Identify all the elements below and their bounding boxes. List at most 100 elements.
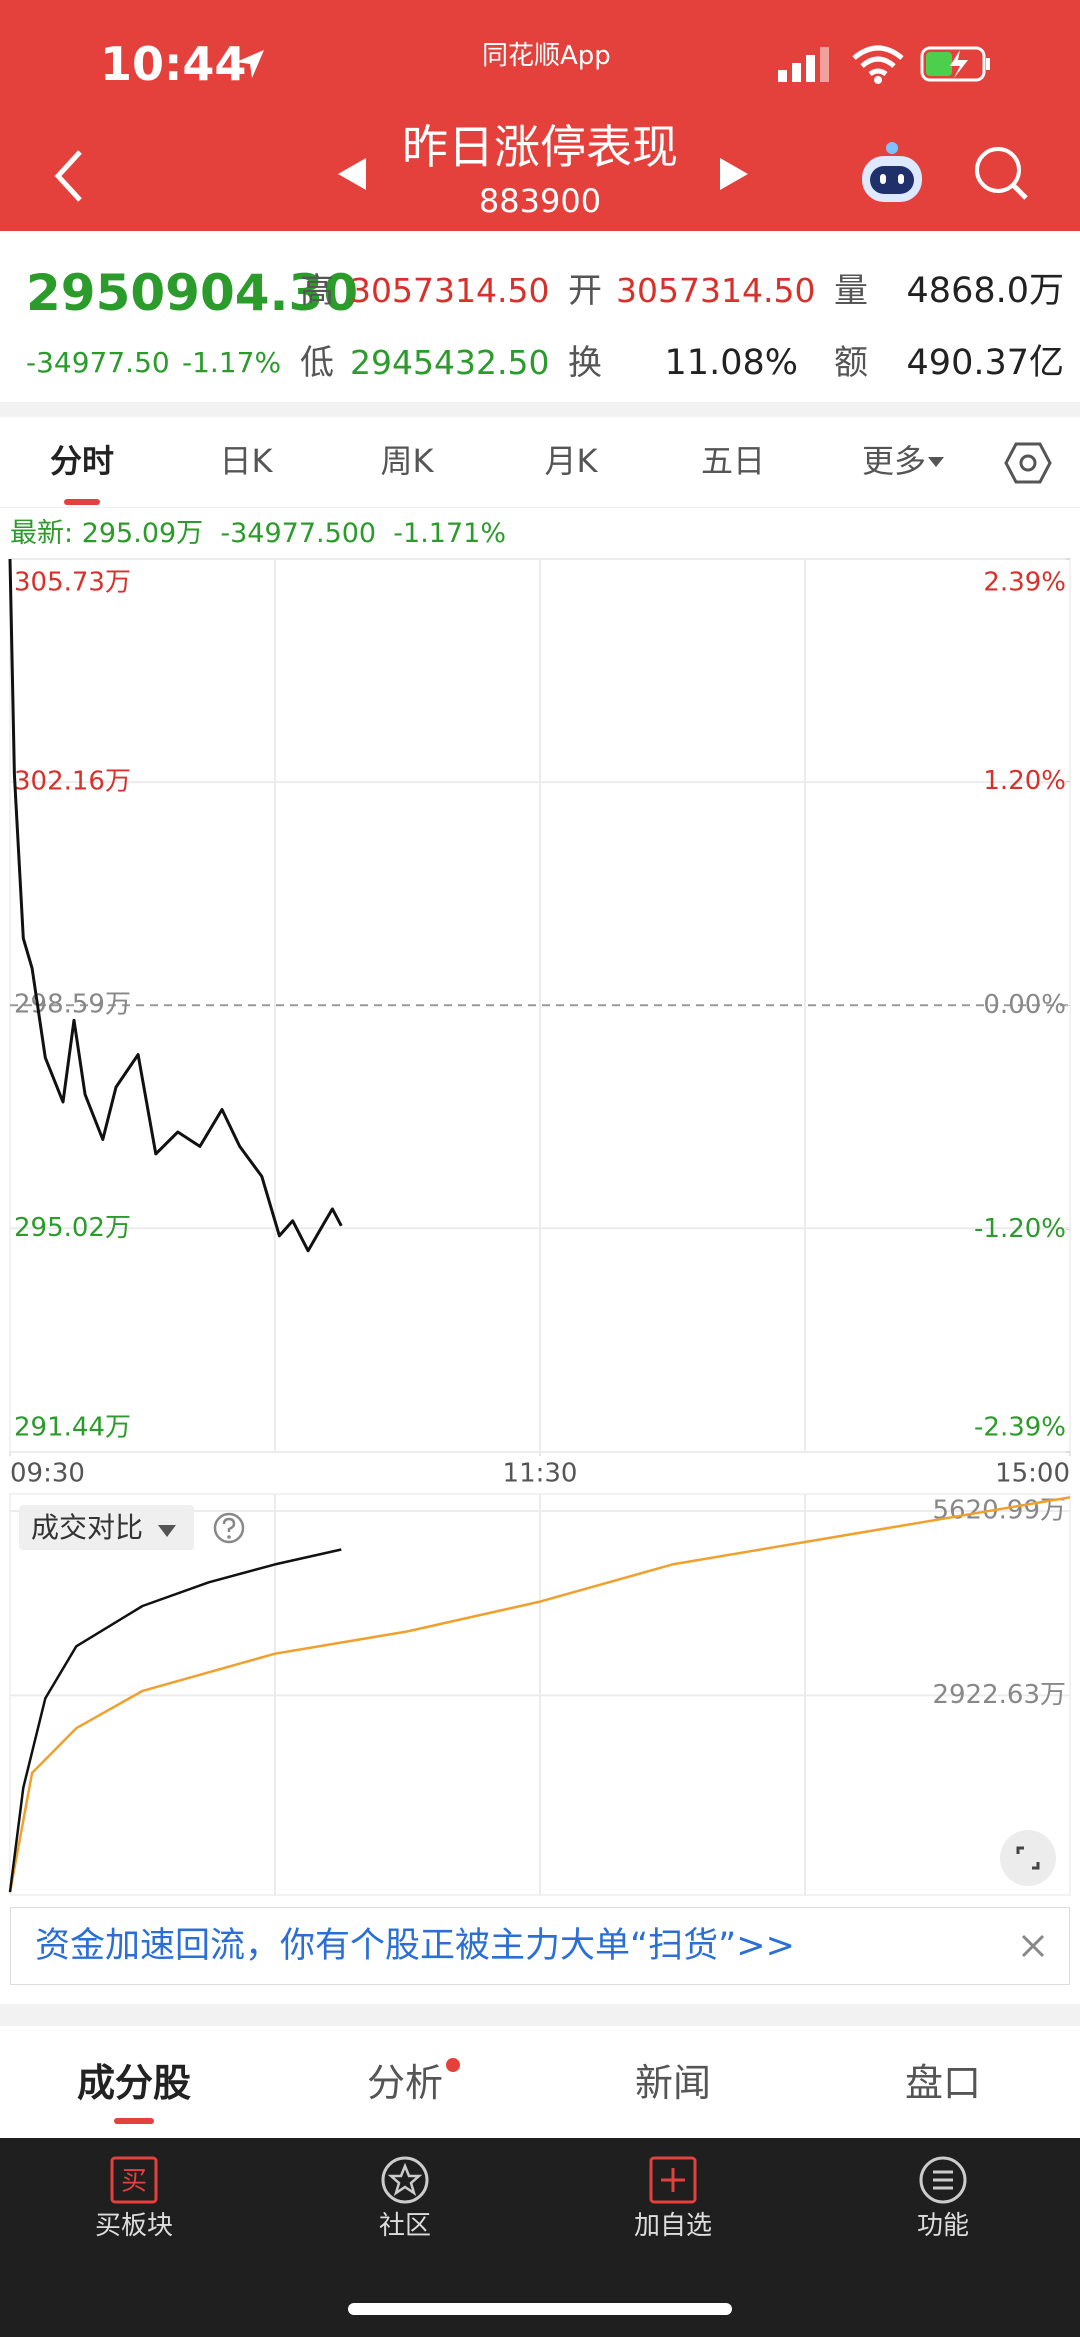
arrow <box>928 457 944 467</box>
tab[interactable]: 日K <box>219 442 273 480</box>
bottom-tab[interactable]: 盘口 <box>904 2061 981 2105</box>
volume-label: 量 <box>834 271 868 311</box>
search-button[interactable] <box>972 144 1032 204</box>
y-tick-label: 295.02万 <box>14 1213 131 1243</box>
notice-dot <box>446 2058 460 2072</box>
price: 2950904.30 <box>26 264 359 322</box>
tab-underline <box>114 2118 154 2124</box>
volume: 4868.0万 <box>906 271 1064 311</box>
back-button[interactable] <box>50 148 90 204</box>
more-arrow <box>928 457 944 467</box>
line-series <box>8 1496 1071 1893</box>
icon-shape <box>649 2156 697 2204</box>
turnover: 11.08% <box>664 343 798 383</box>
nav-label[interactable]: 功能 <box>916 2211 969 2241</box>
y2-tick-label: 2.39% <box>983 568 1066 598</box>
line-series <box>8 558 343 1253</box>
latest-price: 295.09万 <box>81 518 204 549</box>
y-tick-label: 298.59万 <box>14 990 131 1020</box>
header-title: 昨日涨停表现 <box>402 120 678 174</box>
line-series <box>8 1548 342 1893</box>
expand-button[interactable] <box>998 1828 1058 1888</box>
open-label: 开 <box>568 271 602 311</box>
quote-panel: 2950904.30 高 3057314.50 开 3057314.50 量 4… <box>0 231 1080 402</box>
latest-label: 最新: <box>10 518 74 549</box>
dropdown-arrow <box>157 1525 176 1537</box>
location-icon <box>236 50 264 78</box>
x-tick-label: 15:00 <box>995 1459 1070 1489</box>
tab[interactable]: 更多 <box>861 442 926 480</box>
icon-shape <box>110 2156 158 2204</box>
x-tick-label: 09:30 <box>10 1459 85 1489</box>
low: 2945432.50 <box>350 343 550 382</box>
y-tick-label: 2922.63万 <box>932 1680 1066 1710</box>
turnover-label: 换 <box>568 343 602 383</box>
tab[interactable]: 分时 <box>49 442 114 480</box>
y2-tick-label: -1.20% <box>974 1214 1066 1244</box>
icon-shape <box>387 2162 423 2196</box>
status-time: 10:44 <box>100 37 247 91</box>
help-icon[interactable] <box>212 1511 246 1545</box>
chart-frame <box>9 1493 1071 1896</box>
nav-icon[interactable] <box>645 2152 701 2208</box>
bottom-tab-bar: 成分股 分析 新闻 盘口 <box>0 2026 1080 2138</box>
nav-label[interactable]: 买板块 <box>94 2211 173 2241</box>
y-tick-label: 305.73万 <box>14 568 131 598</box>
banner[interactable]: 资金加速回流，你有个股正被主力大单“扫货”>> <box>10 1907 1070 1985</box>
nav-bar: 买买板块 社区 加自选 功能 <box>0 2138 1080 2337</box>
low-label: 低 <box>300 343 334 383</box>
bottom-tab[interactable]: 新闻 <box>634 2061 711 2105</box>
nav-label[interactable]: 加自选 <box>633 2211 712 2241</box>
nav-icon[interactable] <box>915 2152 971 2208</box>
y-tick-label: 5620.99万 <box>932 1496 1066 1526</box>
header-code: 883900 <box>478 182 602 220</box>
icon-shape <box>381 2156 429 2204</box>
bottom-tab[interactable]: 分析 <box>366 2061 443 2105</box>
icon-shape <box>919 2156 967 2204</box>
y2-tick-label: 0.00% <box>983 990 1066 1020</box>
change: -34977.50 <box>26 346 170 379</box>
high: 3057314.50 <box>350 271 550 310</box>
bottom-tab[interactable]: 成分股 <box>76 2061 191 2105</box>
tab[interactable]: 周K <box>380 442 434 480</box>
tab-bar: 分时 日K 周K 月K 五日 更多 <box>0 417 1080 508</box>
change-pct: -1.17% <box>182 346 282 379</box>
y2-tick-label: 1.20% <box>983 766 1066 796</box>
x-tick-label: 11:30 <box>503 1459 578 1489</box>
icon-shape <box>661 2168 685 2192</box>
status-app: 同花顺App <box>482 41 611 71</box>
nav-label[interactable]: 社区 <box>378 2211 431 2241</box>
robot-button[interactable] <box>856 140 928 206</box>
chart-frame <box>9 558 1071 1453</box>
latest-pct: -1.171% <box>393 518 506 549</box>
amount: 490.37亿 <box>906 343 1064 383</box>
nav-icon[interactable] <box>377 2152 433 2208</box>
y-tick-label: 291.44万 <box>14 1413 131 1443</box>
banner-close[interactable] <box>1021 1934 1045 1958</box>
separator <box>0 2004 1080 2026</box>
latest-change: -34977.500 <box>220 518 377 549</box>
open: 3057314.50 <box>616 271 816 310</box>
amount-label: 额 <box>834 343 868 383</box>
high-label: 高 <box>300 271 334 311</box>
prev-button[interactable] <box>336 156 370 192</box>
settings-button[interactable] <box>1004 440 1052 486</box>
tab-underline <box>64 499 100 505</box>
status-icons <box>778 45 990 84</box>
tab[interactable]: 月K <box>544 442 598 480</box>
separator <box>0 402 1080 417</box>
latest-row: 最新: 295.09万 -34977.500 -1.171% <box>10 516 506 552</box>
next-button[interactable] <box>716 156 750 192</box>
header: 10:44 同花顺App 昨日涨停表现 883900 <box>0 0 1080 231</box>
volume-selector[interactable]: 成交对比 <box>19 1505 194 1550</box>
tab[interactable]: 五日 <box>700 442 765 480</box>
icon-shape: 买 <box>121 2167 147 2197</box>
y2-tick-label: -2.39% <box>974 1413 1066 1443</box>
volume-selector-label: 成交对比 <box>31 1511 144 1544</box>
home-indicator <box>348 2303 732 2315</box>
banner-text: 资金加速回流，你有个股正被主力大单“扫货”>> <box>35 1926 795 1966</box>
y-tick-label: 302.16万 <box>14 767 131 797</box>
icon-shape <box>933 2170 953 2190</box>
nav-icon[interactable]: 买 <box>106 2152 162 2208</box>
